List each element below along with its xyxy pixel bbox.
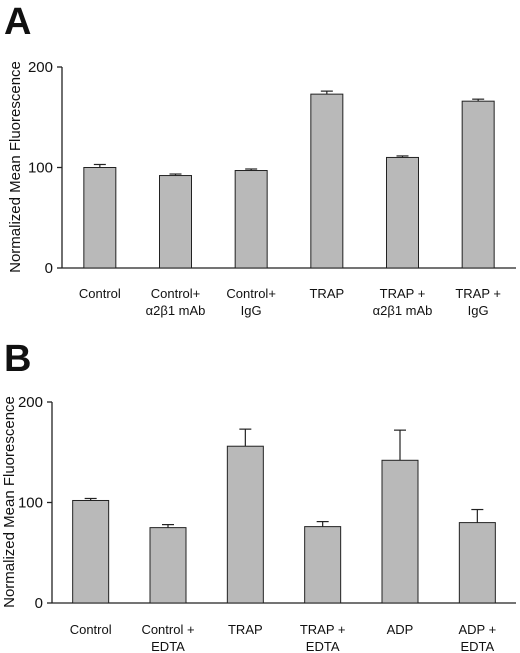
panel-b: B Normalized Mean Fluorescence 0 100 200 Cont… (1, 338, 516, 653)
category-label: Control+ IgG (226, 286, 276, 318)
y-tick-label: 0 (45, 260, 53, 277)
category-label-line: IgG (241, 303, 262, 318)
bar (149, 527, 187, 604)
category-label: Control (79, 286, 121, 301)
panel-letter: B (4, 338, 31, 380)
y-tick-label: 200 (28, 59, 53, 76)
bar (304, 526, 342, 604)
category-label-line: Control+ (226, 286, 276, 301)
bar (72, 499, 110, 604)
y-tick-label: 0 (35, 595, 43, 612)
category-label-line: Control+ (151, 286, 201, 301)
category-label-line: TRAP + (455, 286, 501, 301)
bar (386, 156, 419, 269)
category-label-line: Control (79, 286, 121, 301)
category-label-line: TRAP + (300, 622, 346, 637)
y-axis-title: Normalized Mean Fluorescence (7, 61, 24, 273)
category-label: Control+ α2β1 mAb (146, 286, 206, 318)
category-label-line: IgG (468, 303, 489, 318)
category-label: ADP + EDTA (458, 622, 496, 653)
category-label-line: Control + (141, 622, 194, 637)
category-label: Control + EDTA (141, 622, 194, 653)
bar (234, 170, 268, 269)
bar (310, 93, 344, 269)
bar (159, 175, 192, 269)
category-label: TRAP + EDTA (300, 622, 346, 653)
category-label-line: Control (70, 622, 112, 637)
category-label: Control (70, 622, 112, 637)
category-label: ADP (387, 622, 414, 637)
panel-a: A Normalized Mean Fluorescence 0 100 200 Cont… (4, 1, 516, 318)
y-tick-label: 200 (18, 394, 43, 411)
y-tick-label: 100 (18, 495, 43, 512)
y-tick-label: 100 (28, 160, 53, 177)
y-axis-title: Normalized Mean Fluorescence (1, 396, 18, 608)
category-label-line: TRAP (309, 286, 344, 301)
category-label-line: TRAP + (380, 286, 426, 301)
category-label: TRAP (309, 286, 344, 301)
category-label-line: TRAP (228, 622, 263, 637)
bar (458, 522, 496, 604)
category-label: TRAP + IgG (455, 286, 501, 318)
category-label: TRAP (228, 622, 263, 637)
category-label-line: α2β1 mAb (146, 303, 206, 318)
category-label-line: EDTA (151, 639, 185, 653)
bar (461, 100, 495, 269)
bar (83, 167, 117, 269)
category-label: TRAP + α2β1 mAb (373, 286, 433, 318)
bar (381, 459, 419, 604)
panel-letter: A (4, 1, 31, 43)
category-label-line: EDTA (460, 639, 494, 653)
category-label-line: α2β1 mAb (373, 303, 433, 318)
category-label-line: ADP (387, 622, 414, 637)
category-label-line: EDTA (306, 639, 340, 653)
bar (226, 445, 264, 604)
category-label-line: ADP + (458, 622, 496, 637)
